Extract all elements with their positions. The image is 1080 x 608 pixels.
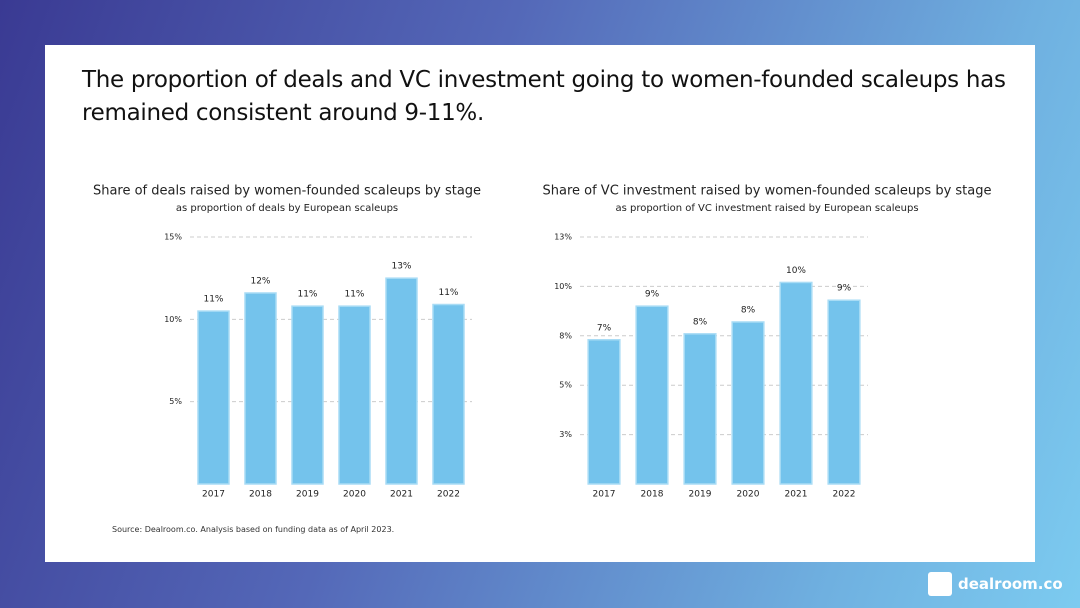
y-tick-label: 8% — [559, 331, 572, 340]
bar — [683, 333, 717, 485]
y-tick-label: 10% — [554, 282, 572, 291]
data-label: 9% — [837, 284, 852, 294]
data-label: 11% — [438, 288, 458, 298]
slide-title: The proportion of deals and VC investmen… — [82, 67, 1006, 126]
bar — [197, 310, 230, 485]
bar — [587, 339, 621, 485]
data-label: 8% — [741, 305, 756, 315]
data-label: 13% — [391, 262, 411, 272]
chart-subtitle: as proportion of deals by European scale… — [176, 203, 398, 214]
bar — [385, 277, 418, 485]
data-label: 12% — [250, 276, 270, 286]
bar — [244, 292, 277, 485]
x-tick-label: 2021 — [390, 490, 413, 500]
chart-title: Share of VC investment raised by women-f… — [543, 184, 992, 199]
source-note: Source: Dealroom.co. Analysis based on f… — [112, 525, 395, 534]
y-tick-label: 5% — [559, 381, 572, 390]
y-tick-label: 10% — [164, 315, 182, 324]
bar — [432, 303, 465, 485]
bar — [338, 305, 371, 485]
x-tick-label: 2021 — [785, 490, 808, 500]
x-tick-label: 2019 — [296, 490, 319, 500]
x-tick-label: 2018 — [249, 490, 272, 500]
bar — [779, 281, 813, 485]
data-label: 9% — [645, 290, 660, 300]
y-tick-label: 15% — [164, 233, 182, 242]
data-label: 11% — [344, 290, 364, 300]
data-label: 7% — [597, 323, 612, 333]
x-tick-label: 2018 — [641, 490, 664, 500]
data-label: 8% — [693, 317, 708, 327]
bar — [291, 305, 324, 485]
x-tick-label: 2022 — [437, 490, 460, 500]
bar — [827, 299, 861, 485]
y-tick-label: 3% — [559, 430, 572, 439]
data-label: 10% — [786, 266, 806, 276]
chart-subtitle: as proportion of VC investment raised by… — [615, 203, 918, 214]
y-tick-label: 5% — [169, 397, 182, 406]
bar — [635, 305, 669, 485]
data-label: 11% — [203, 295, 223, 305]
bar — [731, 321, 765, 485]
brand-logo — [928, 572, 952, 596]
x-tick-label: 2019 — [689, 490, 712, 500]
y-tick-label: 13% — [554, 233, 572, 242]
data-label: 11% — [297, 290, 317, 300]
x-tick-label: 2022 — [833, 490, 856, 500]
x-tick-label: 2017 — [593, 490, 616, 500]
chart-title: Share of deals raised by women-founded s… — [93, 184, 481, 199]
x-tick-label: 2020 — [737, 490, 760, 500]
brand-name: dealroom.co — [958, 575, 1063, 593]
x-tick-label: 2020 — [343, 490, 366, 500]
x-tick-label: 2017 — [202, 490, 225, 500]
